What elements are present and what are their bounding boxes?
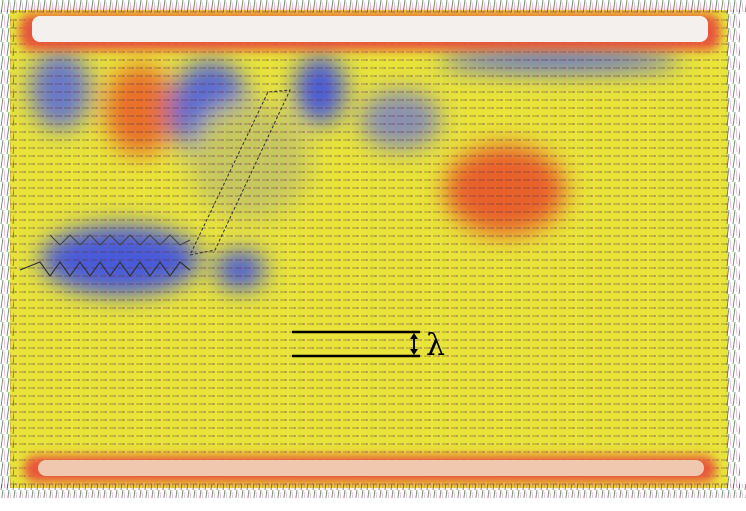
vector-field bbox=[10, 10, 728, 488]
edge-left bbox=[0, 10, 14, 488]
scale-bar: λ bbox=[292, 328, 445, 363]
slip-band bbox=[189, 89, 291, 256]
arrow-head bbox=[410, 349, 418, 355]
field bbox=[0, 0, 746, 498]
arrow-head bbox=[410, 333, 418, 339]
top-plate bbox=[32, 16, 708, 42]
scale-label: λ bbox=[426, 328, 445, 363]
dislocation-line bbox=[49, 234, 191, 246]
edge-right bbox=[726, 10, 740, 488]
bottom-plate bbox=[38, 460, 704, 476]
dislocation-line bbox=[19, 260, 191, 278]
edge-top bbox=[0, 0, 746, 12]
edge-bottom bbox=[0, 484, 746, 498]
